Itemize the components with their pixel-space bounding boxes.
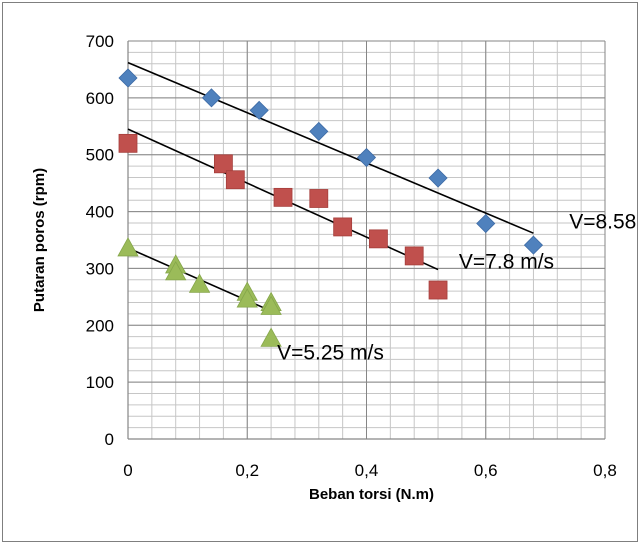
y-tick-label: 600 xyxy=(86,89,114,108)
series-annotation: V=5.25 m/s xyxy=(277,341,384,364)
x-tick-label: 0,4 xyxy=(355,461,379,480)
y-tick-label: 300 xyxy=(86,259,114,278)
square-point xyxy=(273,187,293,207)
diamond-point xyxy=(201,88,222,108)
diamond-point xyxy=(309,121,329,141)
tick-labels: 0 100 200 300 400 500 600 700 0 0,2 0,4 0,6 0,8 xyxy=(86,32,617,480)
trendlines xyxy=(127,61,534,312)
y-tick-label: 400 xyxy=(86,203,114,222)
x-tick-label: 0,2 xyxy=(235,461,259,480)
diamond-point xyxy=(118,68,138,88)
x-tick-label: 0,6 xyxy=(474,461,498,480)
diamond-point xyxy=(356,147,377,168)
series-annotation: V=8.58 m/s xyxy=(569,211,638,234)
y-tick-label: 0 xyxy=(105,430,114,449)
triangle-point xyxy=(260,327,282,347)
square-point xyxy=(118,133,138,153)
y-tick-label: 500 xyxy=(86,146,114,165)
chart-frame: 0 100 200 300 400 500 600 700 0 0,2 0,4 0,6 0,8 V=8.… xyxy=(2,2,638,542)
y-tick-label: 100 xyxy=(86,373,114,392)
square-point xyxy=(333,217,353,237)
triangle-point xyxy=(165,261,187,281)
series-annotation: V=7.8 m/s xyxy=(459,250,554,273)
data-points xyxy=(117,68,544,347)
diamond-point xyxy=(428,168,448,188)
y-tick-label: 700 xyxy=(86,32,114,51)
y-axis-title: Putaran poros (rpm) xyxy=(31,168,48,312)
diamond-point xyxy=(249,100,269,120)
x-tick-label: 0,8 xyxy=(593,461,617,480)
annotations: V=8.58 m/s V=7.8 m/s V=5.25 m/s xyxy=(277,211,638,365)
square-point xyxy=(369,229,388,249)
y-tick-label: 200 xyxy=(86,316,114,335)
diamond-point xyxy=(523,235,544,255)
triangle-point xyxy=(260,295,282,315)
square-point xyxy=(404,246,424,266)
square-point xyxy=(309,189,329,208)
x-axis-title: Beban torsi (N.m) xyxy=(309,486,434,503)
diamond-point xyxy=(476,213,496,234)
triangle-point xyxy=(188,273,211,293)
scatter-chart: 0 100 200 300 400 500 600 700 0 0,2 0,4 0,6 0,8 V=8.… xyxy=(31,32,638,503)
triangle-point xyxy=(236,288,258,308)
triangle-point xyxy=(117,237,139,257)
square-point xyxy=(213,154,233,174)
x-tick-label: 0 xyxy=(123,461,132,480)
trendline-1 xyxy=(127,61,534,234)
square-point xyxy=(428,280,448,300)
square-point xyxy=(225,170,245,190)
